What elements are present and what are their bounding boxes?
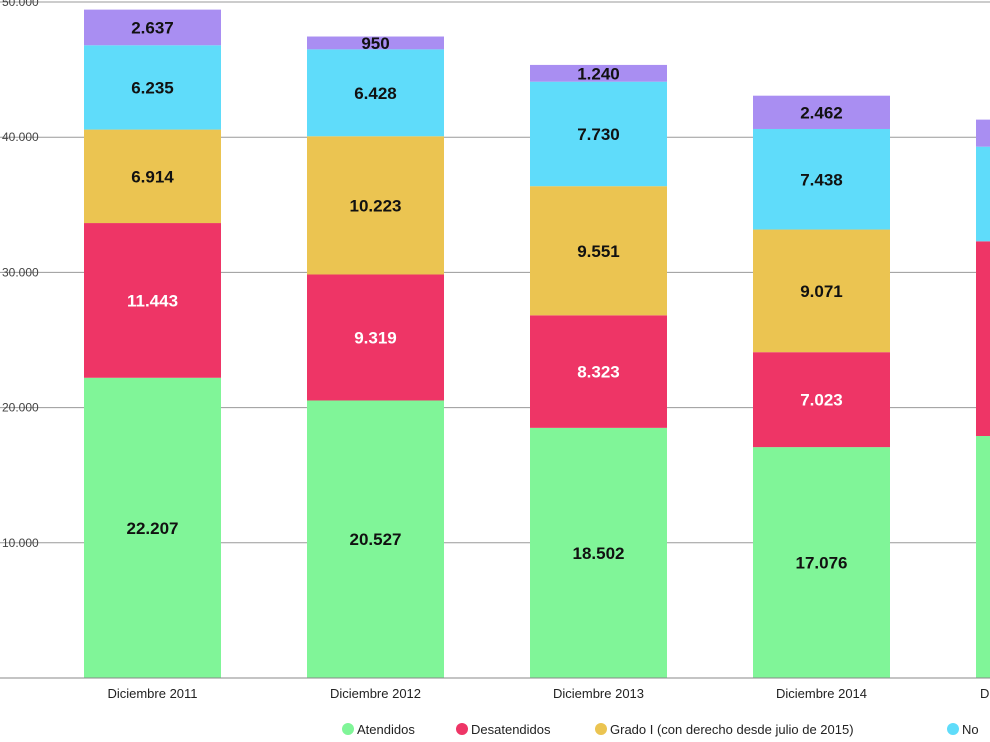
bar-segment	[976, 146, 990, 242]
bar-segment	[84, 223, 221, 378]
bar-segment	[530, 427, 667, 678]
data-label: 7.438	[800, 170, 843, 189]
x-tick-label: D	[980, 686, 989, 701]
bar-segment	[84, 45, 221, 130]
legend-marker	[342, 723, 354, 735]
bar-segment	[530, 81, 667, 187]
x-tick-label: Diciembre 2011	[107, 686, 197, 701]
legend-label: Atendidos	[357, 722, 415, 737]
x-tick-label: Diciembre 2014	[776, 686, 867, 701]
data-label: 20.527	[350, 530, 402, 549]
x-tick-label: Diciembre 2013	[553, 686, 644, 701]
legend-marker	[456, 723, 468, 735]
bar-segment	[753, 95, 890, 129]
bar-segment	[530, 64, 667, 82]
bar-stack: 17.076 7.023 9.071 7.438 2.462	[753, 95, 890, 678]
legend-marker	[595, 723, 607, 735]
data-label: 9.071	[800, 282, 843, 301]
bar-stack: 18.502 8.323 9.551 7.730 1.240	[530, 64, 667, 678]
data-label: 18.502	[573, 544, 625, 563]
legend-item: Grado I (con derecho desde julio de 2015…	[595, 722, 854, 737]
y-axis: 10.000 20.000 30.000 40.000 50.000	[2, 0, 39, 550]
legend-item: Desatendidos	[456, 722, 551, 737]
bar-segment	[976, 241, 990, 436]
y-tick-label: 50.000	[2, 0, 39, 9]
bar-segment	[753, 128, 890, 230]
legend: Atendidos Desatendidos Grado I (con derech…	[342, 722, 979, 737]
bar-segment	[753, 447, 890, 678]
bar-segment	[307, 136, 444, 275]
data-label: 6.914	[131, 167, 174, 186]
bar-stack	[976, 119, 990, 678]
bar-segment	[84, 9, 221, 46]
y-tick-label: 20.000	[2, 401, 39, 415]
data-label: 22.207	[127, 519, 179, 538]
bar-segment	[530, 315, 667, 428]
data-label: 17.076	[796, 554, 848, 573]
legend-label: No	[962, 722, 979, 737]
bars: 22.207 11.443 6.914 6.235 2.637 20.527 9.319 10…	[84, 9, 990, 678]
data-label: 6.428	[354, 84, 397, 103]
y-tick-label: 30.000	[2, 265, 39, 279]
data-label: 950	[361, 34, 389, 53]
bar-segment	[307, 274, 444, 401]
bar-segment	[307, 400, 444, 678]
data-label: 9.319	[354, 328, 397, 347]
bar-stack: 22.207 11.443 6.914 6.235 2.637	[84, 9, 221, 678]
bar-segment	[307, 36, 444, 50]
data-label: 10.223	[350, 196, 402, 215]
bar-segment	[976, 435, 990, 678]
bar-segment	[753, 229, 890, 353]
legend-marker	[947, 723, 959, 735]
data-label: 8.323	[577, 363, 620, 382]
data-label: 6.235	[131, 78, 174, 97]
legend-item: No	[947, 722, 979, 737]
bar-segment	[84, 377, 221, 678]
legend-label: Desatendidos	[471, 722, 551, 737]
bar-segment	[84, 129, 221, 224]
y-tick-label: 10.000	[2, 536, 39, 550]
bar-stack: 20.527 9.319 10.223 6.428 950	[307, 34, 444, 678]
bar-segment	[976, 119, 990, 147]
y-tick-label: 40.000	[2, 130, 39, 144]
legend-label: Grado I (con derecho desde julio de 2015…	[610, 722, 854, 737]
data-label: 2.637	[131, 18, 174, 37]
bar-segment	[307, 49, 444, 137]
legend-item: Atendidos	[342, 722, 415, 737]
x-tick-label: Diciembre 2012	[330, 686, 421, 701]
data-label: 11.443	[127, 291, 178, 310]
data-label: 2.462	[800, 103, 843, 122]
data-label: 9.551	[577, 242, 620, 261]
data-label: 1.240	[577, 64, 620, 83]
x-axis: Diciembre 2011 Diciembre 2012 Diciembre 20…	[107, 686, 989, 701]
bar-segment	[530, 186, 667, 316]
bar-segment	[753, 352, 890, 448]
data-label: 7.023	[800, 391, 843, 410]
data-label: 7.730	[577, 125, 620, 144]
